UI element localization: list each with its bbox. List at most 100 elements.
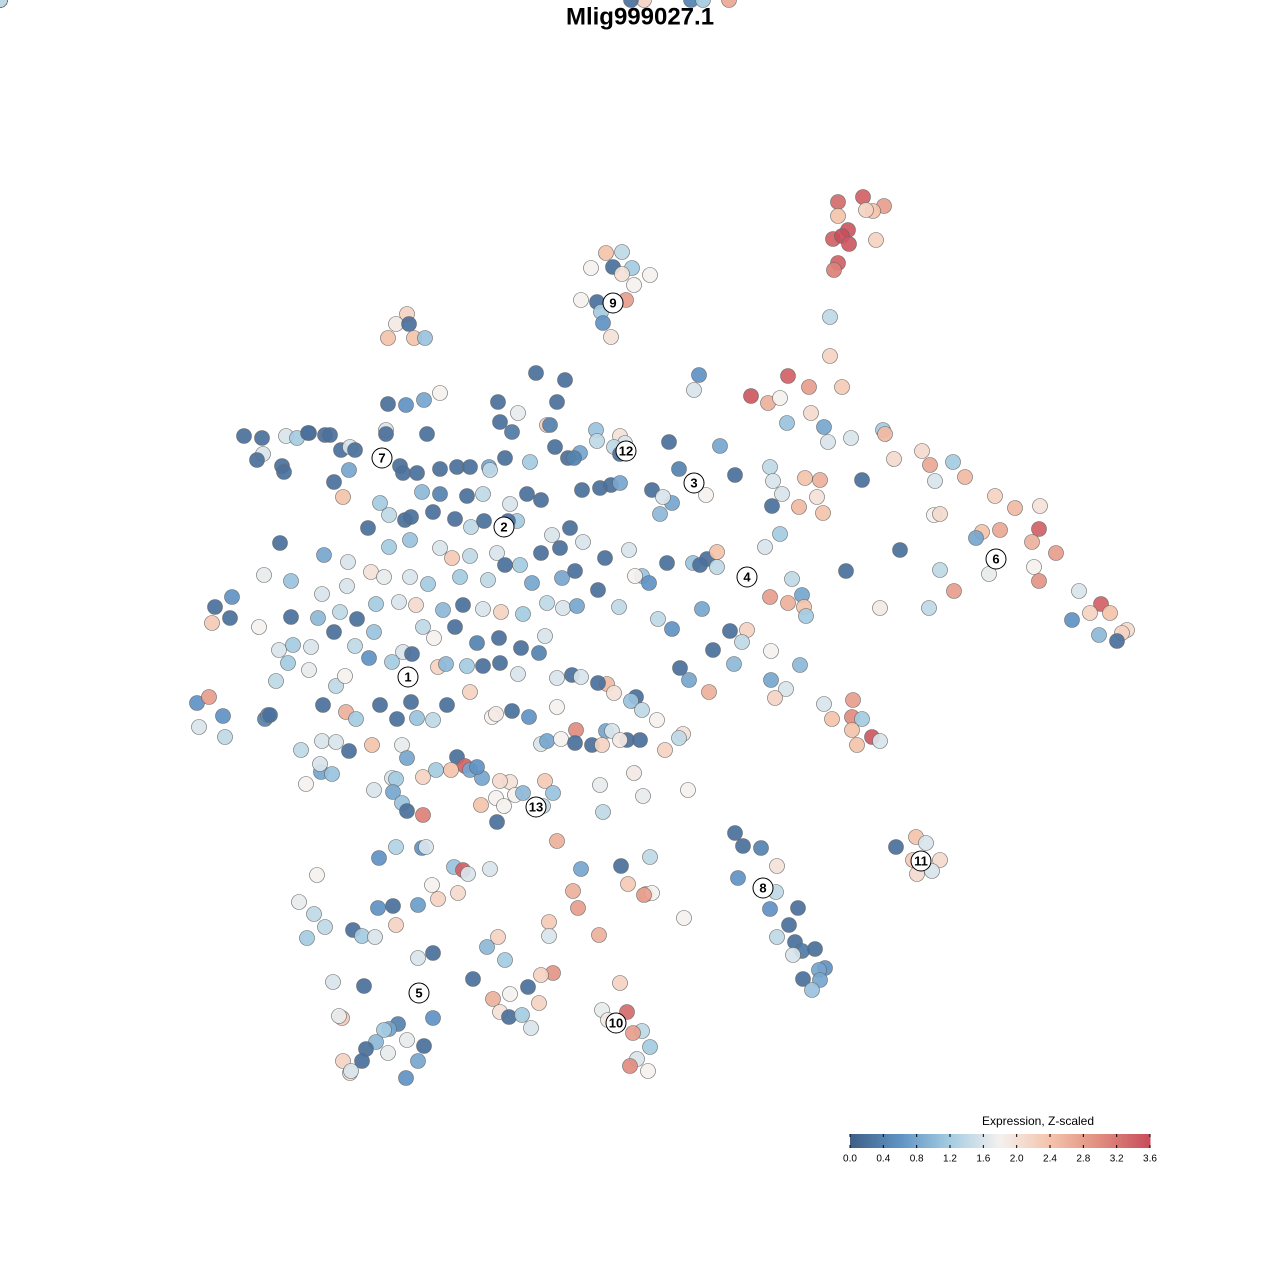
point	[469, 759, 485, 775]
colorbar-step	[1018, 1134, 1021, 1148]
point	[425, 504, 441, 520]
colorbar-step	[1144, 1134, 1147, 1148]
colorbar-step	[946, 1134, 949, 1148]
point	[291, 894, 307, 910]
colorbar-step	[1114, 1134, 1117, 1148]
colorbar-step	[870, 1134, 873, 1148]
point	[473, 797, 489, 813]
point	[455, 597, 471, 613]
point	[280, 655, 296, 671]
point	[462, 684, 478, 700]
point	[370, 900, 386, 916]
point	[872, 733, 888, 749]
point	[695, 0, 711, 8]
point	[834, 379, 850, 395]
colorbar-step	[914, 1134, 917, 1148]
point	[623, 693, 639, 709]
point	[300, 425, 316, 441]
point	[1064, 612, 1080, 628]
point	[803, 405, 819, 421]
cluster-label: 10	[609, 1015, 623, 1030]
cluster-label: 11	[914, 853, 928, 868]
point	[843, 430, 859, 446]
point	[339, 578, 355, 594]
point	[845, 692, 861, 708]
point	[565, 883, 581, 899]
point	[0, 0, 8, 8]
point	[341, 462, 357, 478]
colorbar-step	[922, 1134, 925, 1148]
point	[922, 457, 938, 473]
point	[567, 735, 583, 751]
point	[595, 804, 611, 820]
point	[657, 742, 673, 758]
colorbar-step	[1062, 1134, 1065, 1148]
point	[547, 439, 563, 455]
point	[641, 575, 657, 591]
point	[236, 428, 252, 444]
point	[753, 840, 769, 856]
colorbar-step	[1010, 1134, 1013, 1148]
point	[804, 982, 820, 998]
colorbar-step	[884, 1134, 887, 1148]
cluster-badge	[397, 666, 419, 688]
point	[491, 630, 507, 646]
point	[573, 669, 589, 685]
point	[809, 489, 825, 505]
point	[398, 1070, 414, 1086]
point	[795, 971, 811, 987]
point	[380, 396, 396, 412]
colorbar-step	[1070, 1134, 1073, 1148]
point	[326, 624, 342, 640]
point	[772, 526, 788, 542]
point	[533, 492, 549, 508]
point	[415, 807, 431, 823]
colorbar-step	[1142, 1134, 1145, 1148]
point	[482, 861, 498, 877]
point	[553, 731, 569, 747]
cluster-badge	[605, 1012, 627, 1034]
point	[366, 782, 382, 798]
point	[785, 947, 801, 963]
colorbar-step	[906, 1134, 909, 1148]
colorbar-step	[1054, 1134, 1057, 1148]
point	[380, 1045, 396, 1061]
point	[417, 330, 433, 346]
point	[701, 684, 717, 700]
point	[341, 743, 357, 759]
point	[533, 967, 549, 983]
point	[841, 236, 857, 252]
point	[452, 569, 468, 585]
point	[272, 535, 288, 551]
point	[542, 417, 558, 433]
colorbar-step	[954, 1134, 957, 1148]
point	[797, 470, 813, 486]
point	[709, 544, 725, 560]
point	[493, 604, 509, 620]
colorbar-step	[1120, 1134, 1123, 1148]
colorbar-step	[1058, 1134, 1061, 1148]
point	[335, 489, 351, 505]
point	[515, 606, 531, 622]
point	[1091, 627, 1107, 643]
point	[425, 1010, 441, 1026]
colorbar-step	[1126, 1134, 1129, 1148]
colorbar-step	[932, 1134, 935, 1148]
point	[549, 670, 565, 686]
colorbar-step	[1088, 1134, 1091, 1148]
point	[310, 610, 326, 626]
point	[820, 434, 836, 450]
point	[293, 742, 309, 758]
colorbar-step	[1002, 1134, 1005, 1148]
point	[276, 464, 292, 480]
point	[251, 619, 267, 635]
point	[957, 469, 973, 485]
colorbar-step	[1118, 1134, 1121, 1148]
point	[1102, 605, 1118, 621]
colorbar-step	[864, 1134, 867, 1148]
colorbar-step	[984, 1134, 987, 1148]
point	[514, 1007, 530, 1023]
colorbar-step	[972, 1134, 975, 1148]
point	[432, 540, 448, 556]
point	[1048, 545, 1064, 561]
